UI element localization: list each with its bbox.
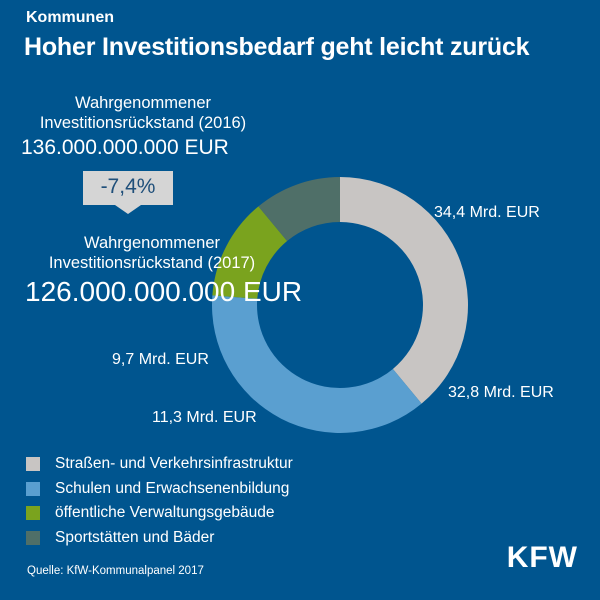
slice-label: 11,3 Mrd. EUR: [152, 409, 257, 426]
slice-label: 32,8 Mrd. EUR: [448, 384, 554, 401]
value-2016: 136.000.000.000 EUR: [21, 136, 229, 159]
source-note: Quelle: KfW-Kommunalpanel 2017: [27, 565, 204, 577]
legend-label: Schulen und Erwachsenenbildung: [55, 480, 290, 497]
legend-swatch: [26, 531, 40, 545]
label-2016: Wahrgenommener Investitionsrückstand (20…: [39, 94, 247, 132]
legend-swatch: [26, 506, 40, 520]
legend-label: Sportstätten und Bäder: [55, 529, 215, 546]
legend-item: Sportstätten und Bäder: [26, 529, 214, 547]
label-2017: Wahrgenommener Investitionsrückstand (20…: [48, 234, 256, 272]
legend-item: Straßen- und Verkehrsinfrastruktur: [26, 455, 293, 473]
kfw-logo: KFW: [506, 541, 578, 574]
legend-label: öffentliche Verwaltungsgebäude: [55, 504, 275, 521]
slice-label: 9,7 Mrd. EUR: [112, 351, 209, 368]
donut-slice: [212, 295, 422, 434]
donut-slice: [340, 177, 469, 404]
legend-swatch: [26, 457, 40, 471]
change-badge: -7,4%: [100, 175, 156, 198]
legend-swatch: [26, 482, 40, 496]
legend-item: Schulen und Erwachsenenbildung: [26, 480, 289, 498]
slice-label: 34,4 Mrd. EUR: [434, 204, 540, 221]
kicker: Kommunen: [26, 9, 114, 26]
page-title: Hoher Investitionsbedarf geht leicht zur…: [24, 33, 530, 61]
donut-slice: [258, 177, 340, 242]
donut-slice: [212, 206, 288, 299]
value-2017: 126.000.000.000 EUR: [25, 276, 303, 307]
legend-label: Straßen- und Verkehrsinfrastruktur: [55, 455, 293, 472]
legend-item: öffentliche Verwaltungsgebäude: [26, 504, 274, 522]
change-arrow: [83, 171, 173, 214]
